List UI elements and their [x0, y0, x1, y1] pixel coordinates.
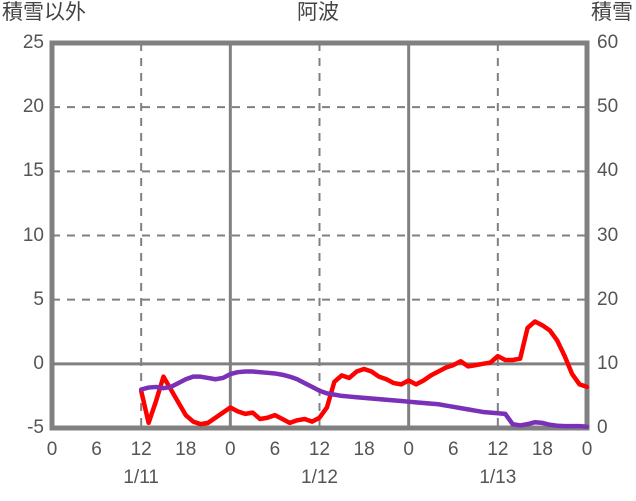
y-tick-left-5: 5 — [33, 288, 44, 310]
y-tick-left--5: -5 — [27, 417, 44, 438]
y-tick-right-30: 30 — [597, 224, 619, 246]
y-tick-right-20: 20 — [597, 288, 619, 310]
x-day-label-2: 1/12 — [301, 467, 338, 488]
y-tick-right-50: 50 — [597, 96, 619, 118]
x-tick-3: 18 — [175, 439, 197, 460]
y-tick-left-20: 20 — [22, 96, 44, 118]
x-tick-12: 0 — [581, 439, 593, 460]
y-tick-right-0: 0 — [597, 417, 608, 438]
x-tick-7: 18 — [353, 439, 375, 460]
gridlines — [52, 43, 587, 428]
right-axis-title: 積雪 — [591, 1, 633, 24]
x-tick-10: 12 — [487, 439, 509, 460]
x-tick-6: 12 — [308, 439, 331, 460]
y-tick-left-0: 0 — [33, 352, 44, 374]
x-tick-2: 12 — [130, 439, 152, 460]
x-tick-1: 6 — [91, 439, 102, 460]
chart-title: 阿波 — [297, 1, 339, 24]
x-tick-4: 0 — [225, 439, 236, 460]
x-day-label-3: 1/13 — [479, 467, 517, 488]
x-tick-0: 0 — [46, 439, 58, 460]
series-line-2 — [138, 369, 590, 429]
y-tick-left-10: 10 — [22, 224, 44, 246]
series-line-1 — [138, 319, 590, 427]
y-tick-right-10: 10 — [597, 352, 619, 374]
x-day-label-1: 1/11 — [123, 467, 159, 488]
series-layer — [138, 319, 590, 429]
x-tick-9: 6 — [447, 439, 459, 460]
x-tick-5: 6 — [269, 439, 281, 460]
y-tick-left-15: 15 — [22, 160, 44, 182]
x-tick-11: 18 — [531, 439, 553, 460]
plot-frame — [49, 40, 590, 431]
x-tick-8: 0 — [403, 439, 414, 460]
y-tick-right-40: 40 — [597, 160, 619, 182]
plot-border — [49, 40, 590, 431]
y-tick-right-60: 60 — [597, 32, 619, 53]
y-tick-left-25: 25 — [22, 32, 44, 53]
left-axis-title: 積雪以外 — [2, 1, 86, 24]
